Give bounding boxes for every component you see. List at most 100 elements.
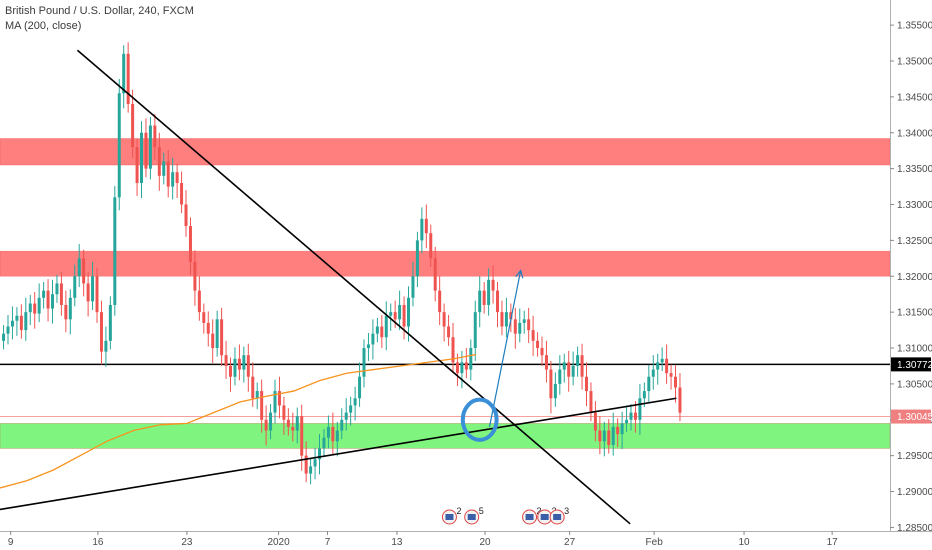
candle xyxy=(340,408,344,440)
event-badge[interactable]: 3 xyxy=(549,506,569,525)
candle-body xyxy=(153,125,157,148)
chart-legend: British Pound / U.S. Dollar, 240, FXCM M… xyxy=(5,4,194,34)
candle xyxy=(282,396,286,435)
flag-stripe-icon xyxy=(445,514,454,520)
candle-body xyxy=(420,218,424,241)
zone-resistance-mid xyxy=(0,250,891,277)
candle xyxy=(656,353,660,385)
candle-body xyxy=(469,348,473,370)
candle xyxy=(398,290,402,331)
candle xyxy=(286,408,290,436)
highlight-circle[interactable] xyxy=(460,397,499,442)
candle xyxy=(157,132,161,191)
event-badges-layer[interactable]: 25233 xyxy=(441,506,569,525)
candle xyxy=(322,429,326,458)
candle xyxy=(220,307,224,366)
candle xyxy=(153,114,157,161)
candle xyxy=(131,89,135,158)
event-badge[interactable]: 5 xyxy=(464,506,484,525)
candle xyxy=(91,261,95,310)
moving-average-layer xyxy=(0,353,477,489)
candle-body xyxy=(455,362,459,374)
candle-body xyxy=(424,218,428,234)
candle xyxy=(188,217,192,275)
candle xyxy=(122,45,126,109)
trendline-descending[interactable] xyxy=(76,49,631,525)
candle xyxy=(469,339,473,381)
candle-body xyxy=(73,276,77,298)
candle xyxy=(99,300,103,365)
candle xyxy=(28,294,32,326)
price-axis-bg xyxy=(890,0,932,550)
candle-body xyxy=(2,333,6,341)
candle xyxy=(68,289,72,335)
candle xyxy=(206,311,210,347)
candle xyxy=(513,307,517,349)
x-tick-label: Feb xyxy=(646,537,664,548)
candle xyxy=(473,300,477,361)
candle-body xyxy=(340,419,344,431)
candle-body xyxy=(647,376,651,392)
event-badge[interactable]: 2 xyxy=(522,506,542,525)
projection-arrow[interactable] xyxy=(488,270,522,428)
candle-body xyxy=(282,405,286,420)
candle xyxy=(429,224,433,267)
candle xyxy=(451,322,455,374)
candle-body xyxy=(549,369,553,399)
candle-body xyxy=(429,233,433,259)
candle-body xyxy=(580,355,584,377)
candle xyxy=(140,121,144,199)
x-tick-label: 23 xyxy=(181,537,193,548)
event-badge-count: 3 xyxy=(564,506,569,516)
candle-body xyxy=(28,303,32,313)
candle-body xyxy=(616,426,620,435)
candle-body xyxy=(464,362,468,370)
candle-body xyxy=(585,376,589,392)
candle-body xyxy=(504,312,508,327)
zone-resistance-high xyxy=(0,138,891,166)
candle-body xyxy=(162,161,166,176)
candle-body xyxy=(277,391,281,406)
x-tick-label: 27 xyxy=(564,537,576,548)
candle-body xyxy=(531,330,535,341)
trendline-ascending[interactable] xyxy=(0,397,677,511)
candle xyxy=(313,447,317,480)
candle-body xyxy=(233,358,237,377)
candle xyxy=(665,344,669,384)
candle-body xyxy=(674,376,678,388)
candle xyxy=(273,379,277,424)
candle xyxy=(580,343,584,390)
candle xyxy=(567,350,571,392)
candle-body xyxy=(553,383,557,399)
candle-body xyxy=(335,430,339,442)
candle xyxy=(420,207,424,254)
candle xyxy=(527,307,531,343)
candle xyxy=(380,315,384,349)
candle-body xyxy=(220,319,224,356)
candle xyxy=(184,190,188,237)
candle xyxy=(536,332,540,357)
candle-body xyxy=(353,398,357,406)
candle-body xyxy=(326,426,330,438)
candle xyxy=(73,264,77,307)
candle xyxy=(669,364,673,390)
candle xyxy=(651,355,655,390)
candle-body xyxy=(607,430,611,445)
y-tick-label: 1.31500 xyxy=(897,308,932,319)
candle xyxy=(540,336,544,366)
candle-body xyxy=(447,326,451,338)
candle-body xyxy=(300,416,304,456)
candle xyxy=(402,296,406,340)
symbol-title: British Pound / U.S. Dollar, 240, FXCM xyxy=(5,5,194,17)
candle xyxy=(95,267,99,323)
candle-body xyxy=(99,312,103,352)
event-badge[interactable]: 2 xyxy=(441,506,461,525)
drawings-layer[interactable] xyxy=(0,49,677,525)
candle xyxy=(104,326,108,367)
candle-body xyxy=(407,297,411,327)
candle-body xyxy=(260,391,264,420)
candle-body xyxy=(487,279,491,305)
candle xyxy=(55,274,59,303)
